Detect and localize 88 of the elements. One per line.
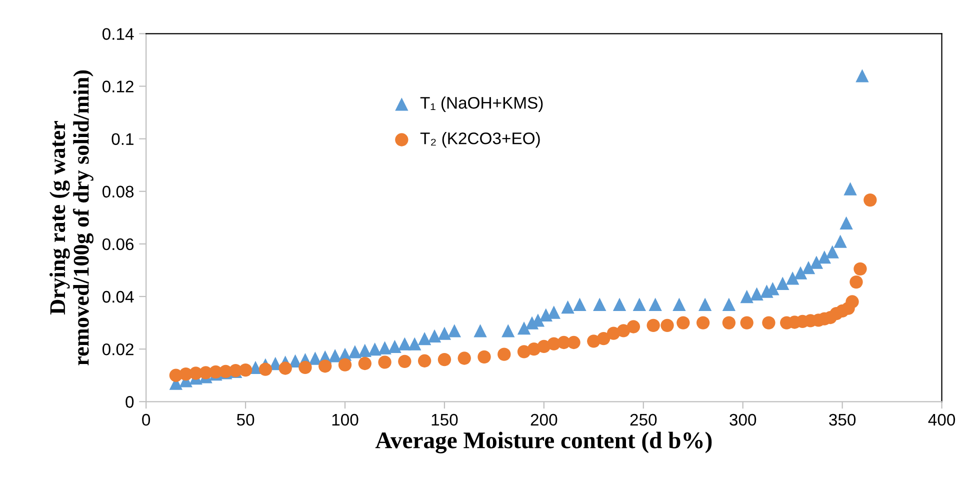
point bbox=[498, 348, 511, 361]
point bbox=[762, 316, 776, 330]
point bbox=[672, 298, 686, 311]
point bbox=[258, 362, 272, 376]
point bbox=[696, 316, 710, 330]
x-tick-label: 50 bbox=[236, 414, 254, 426]
x-tick-label: 100 bbox=[332, 414, 358, 426]
y-tick-label: 0.12 bbox=[102, 80, 134, 92]
x-tick-label: 400 bbox=[928, 414, 956, 426]
point bbox=[561, 300, 574, 314]
y-tick-label: 0.08 bbox=[102, 186, 134, 198]
y-tick-label: 0.06 bbox=[102, 238, 134, 250]
point bbox=[338, 358, 352, 372]
point bbox=[722, 316, 736, 330]
point bbox=[722, 298, 736, 311]
point bbox=[418, 354, 432, 368]
point bbox=[448, 324, 461, 338]
point bbox=[458, 352, 471, 365]
y-tick-label: 0.04 bbox=[102, 290, 134, 303]
point bbox=[834, 234, 847, 248]
point bbox=[840, 216, 853, 230]
point bbox=[850, 275, 863, 289]
point bbox=[802, 261, 816, 274]
point bbox=[632, 298, 646, 311]
point bbox=[856, 69, 869, 82]
y-tick-label: 0.14 bbox=[102, 28, 134, 40]
point bbox=[478, 350, 491, 364]
point bbox=[348, 345, 362, 358]
point bbox=[318, 360, 332, 373]
point bbox=[810, 256, 824, 269]
x-tick-label: 0 bbox=[142, 414, 150, 426]
point bbox=[368, 342, 382, 356]
point bbox=[854, 262, 867, 276]
y-axis-title: Drying rate (g water removed/100g of dry solid/min) bbox=[49, 70, 94, 366]
point bbox=[358, 344, 372, 357]
x-tick-label: 300 bbox=[730, 414, 756, 426]
point bbox=[517, 321, 531, 335]
point bbox=[328, 349, 342, 362]
point bbox=[428, 329, 442, 343]
x-tick-label: 200 bbox=[530, 414, 558, 426]
y-tick-label: 0.02 bbox=[102, 343, 134, 356]
point bbox=[567, 336, 580, 350]
point bbox=[826, 245, 839, 258]
point bbox=[818, 250, 831, 264]
point bbox=[648, 298, 662, 311]
point bbox=[408, 337, 422, 350]
point bbox=[593, 298, 606, 311]
point bbox=[740, 290, 754, 304]
point bbox=[358, 356, 372, 370]
point bbox=[844, 182, 857, 196]
point bbox=[626, 320, 640, 334]
point bbox=[676, 316, 690, 330]
point bbox=[547, 306, 560, 319]
point bbox=[418, 332, 432, 346]
point bbox=[398, 337, 412, 350]
point bbox=[776, 276, 790, 290]
point bbox=[502, 324, 515, 338]
point bbox=[750, 287, 764, 300]
point bbox=[646, 318, 660, 332]
x-tick-label: 250 bbox=[630, 414, 657, 426]
y-tick-label: 0 bbox=[126, 396, 134, 408]
point bbox=[298, 360, 312, 374]
x-tick-label: 350 bbox=[829, 414, 856, 426]
point bbox=[660, 318, 674, 332]
legend-label: T₁ (NaOH+KMS) bbox=[420, 96, 543, 112]
point bbox=[612, 298, 626, 311]
y-tick-label: 0.1 bbox=[112, 133, 134, 146]
point bbox=[864, 193, 877, 207]
point bbox=[539, 308, 553, 322]
point bbox=[238, 364, 252, 377]
x-axis-title: Average Moisture content (d b%) bbox=[375, 432, 712, 454]
point bbox=[378, 341, 392, 354]
x-tick-label: 150 bbox=[432, 414, 458, 426]
point bbox=[740, 316, 754, 330]
point bbox=[438, 352, 452, 366]
point bbox=[438, 326, 452, 340]
point bbox=[698, 298, 712, 311]
legend-label: T₂ (K2CO3+EO) bbox=[420, 132, 540, 148]
point bbox=[474, 324, 487, 338]
point bbox=[378, 356, 392, 369]
point bbox=[573, 298, 586, 311]
point bbox=[388, 340, 402, 354]
point bbox=[786, 272, 800, 285]
point bbox=[597, 332, 610, 346]
point bbox=[794, 266, 808, 280]
point bbox=[278, 362, 292, 375]
point bbox=[846, 295, 859, 308]
point bbox=[398, 354, 412, 368]
